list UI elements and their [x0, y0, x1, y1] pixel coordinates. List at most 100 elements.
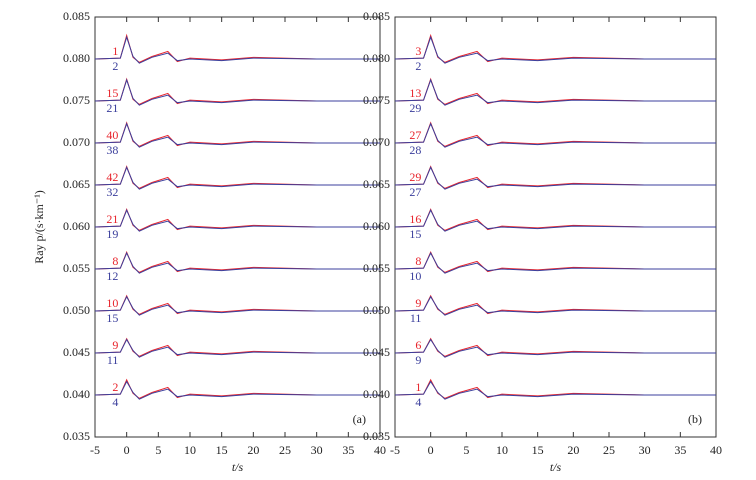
trace-label: 38: [106, 143, 118, 157]
trace-label: 2: [415, 59, 421, 73]
x-axis-label: t/s: [232, 460, 244, 474]
trace-label: 1: [112, 44, 118, 58]
y-tick-label: 0.085: [63, 9, 90, 23]
trace-label: 8: [415, 254, 421, 268]
y-tick-label: 0.055: [63, 261, 90, 275]
trace: [394, 33, 716, 63]
x-tick-label: 5: [155, 443, 161, 457]
trace: [394, 295, 716, 316]
trace: [94, 33, 380, 63]
y-tick-label: 0.060: [363, 219, 390, 233]
y-tick-label: 0.045: [363, 345, 390, 359]
trace: [94, 380, 380, 400]
trace-label: 12: [106, 269, 118, 283]
y-tick-label: 0.070: [63, 135, 90, 149]
trace-label: 11: [107, 353, 119, 367]
trace-label: 6: [415, 338, 421, 352]
trace-label: 27: [409, 128, 421, 142]
x-tick-label: 40: [374, 443, 386, 457]
y-tick-label: 0.075: [63, 93, 90, 107]
trace-label: 10: [106, 296, 118, 310]
trace: [394, 122, 716, 148]
trace: [394, 338, 716, 358]
trace-label: 15: [409, 227, 421, 241]
trace-label: 32: [106, 185, 118, 199]
trace: [94, 166, 380, 190]
trace-label: 15: [106, 86, 118, 100]
trace-label: 4: [415, 395, 421, 409]
x-tick-label: 15: [532, 443, 544, 457]
x-tick-label: 10: [184, 443, 196, 457]
panel-label: (b): [688, 412, 702, 426]
trace: [394, 378, 716, 399]
trace: [394, 35, 716, 64]
trace-label: 4: [112, 395, 118, 409]
trace: [394, 209, 716, 232]
trace: [394, 380, 716, 400]
trace-label: 27: [409, 185, 421, 199]
trace: [394, 78, 716, 106]
trace-label: 3: [415, 44, 421, 58]
x-tick-label: 35: [674, 443, 686, 457]
x-tick-label: 0: [428, 443, 434, 457]
y-tick-label: 0.085: [363, 9, 390, 23]
y-tick-label: 0.065: [363, 177, 390, 191]
y-tick-label: 0.075: [363, 93, 390, 107]
trace-label: 8: [112, 254, 118, 268]
x-tick-label: 25: [279, 443, 291, 457]
x-tick-label: 30: [311, 443, 323, 457]
trace-label: 13: [409, 86, 421, 100]
y-tick-label: 0.040: [363, 387, 390, 401]
trace: [94, 378, 380, 399]
trace-label: 9: [112, 338, 118, 352]
y-tick-label: 0.060: [63, 219, 90, 233]
x-tick-label: -5: [90, 443, 100, 457]
trace: [94, 208, 380, 232]
y-tick-label: 0.045: [63, 345, 90, 359]
x-tick-label: 35: [342, 443, 354, 457]
x-tick-label: 5: [463, 443, 469, 457]
trace-label: 10: [409, 269, 421, 283]
trace-label: 21: [106, 101, 118, 115]
trace-label: 16: [409, 212, 421, 226]
x-tick-label: 20: [247, 443, 259, 457]
y-tick-label: 0.050: [363, 303, 390, 317]
trace-label: 19: [106, 227, 118, 241]
x-tick-label: 0: [124, 443, 130, 457]
trace-label: 15: [106, 311, 118, 325]
trace-label: 29: [409, 101, 421, 115]
trace-label: 1: [415, 380, 421, 394]
trace: [394, 166, 716, 190]
y-tick-label: 0.055: [363, 261, 390, 275]
trace: [394, 251, 716, 274]
trace-label: 11: [410, 311, 422, 325]
x-tick-label: 40: [710, 443, 722, 457]
y-tick-label: 0.040: [63, 387, 90, 401]
x-tick-label: 25: [603, 443, 615, 457]
trace: [94, 78, 380, 106]
trace: [94, 251, 380, 274]
trace-label: 2: [112, 59, 118, 73]
x-tick-label: 20: [567, 443, 579, 457]
trace-label: 9: [415, 296, 421, 310]
x-tick-label: 15: [216, 443, 228, 457]
x-tick-label: -5: [390, 443, 400, 457]
panel-label: (a): [353, 412, 366, 426]
y-axis-label: Ray p/(s·km⁻¹): [32, 190, 46, 264]
trace-label: 2: [112, 380, 118, 394]
trace-label: 21: [106, 212, 118, 226]
trace-label: 42: [106, 170, 118, 184]
trace: [94, 122, 380, 148]
trace: [94, 338, 380, 358]
x-tick-label: 10: [496, 443, 508, 457]
y-tick-label: 0.035: [363, 429, 390, 443]
trace-label: 9: [415, 353, 421, 367]
y-tick-label: 0.035: [63, 429, 90, 443]
x-tick-label: 30: [639, 443, 651, 457]
trace-label: 29: [409, 170, 421, 184]
y-tick-label: 0.080: [63, 51, 90, 65]
y-tick-label: 0.070: [363, 135, 390, 149]
y-tick-label: 0.080: [363, 51, 390, 65]
y-tick-label: 0.065: [63, 177, 90, 191]
